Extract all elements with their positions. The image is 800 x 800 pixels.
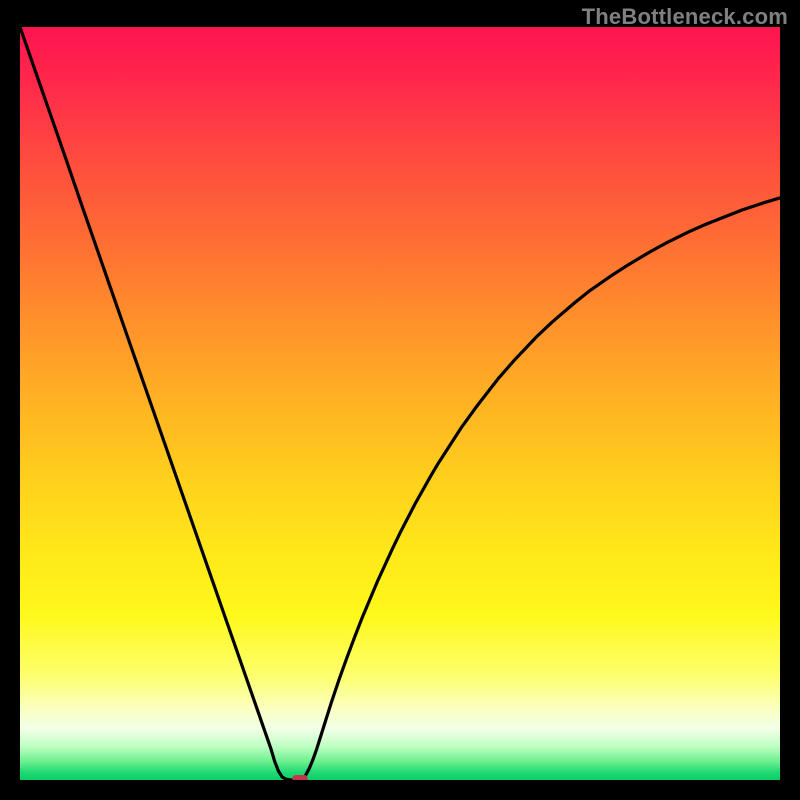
chart-container: TheBottleneck.com [0, 0, 800, 800]
watermark-text: TheBottleneck.com [582, 4, 788, 30]
chart-background [20, 27, 780, 780]
bottleneck-chart [0, 0, 800, 800]
